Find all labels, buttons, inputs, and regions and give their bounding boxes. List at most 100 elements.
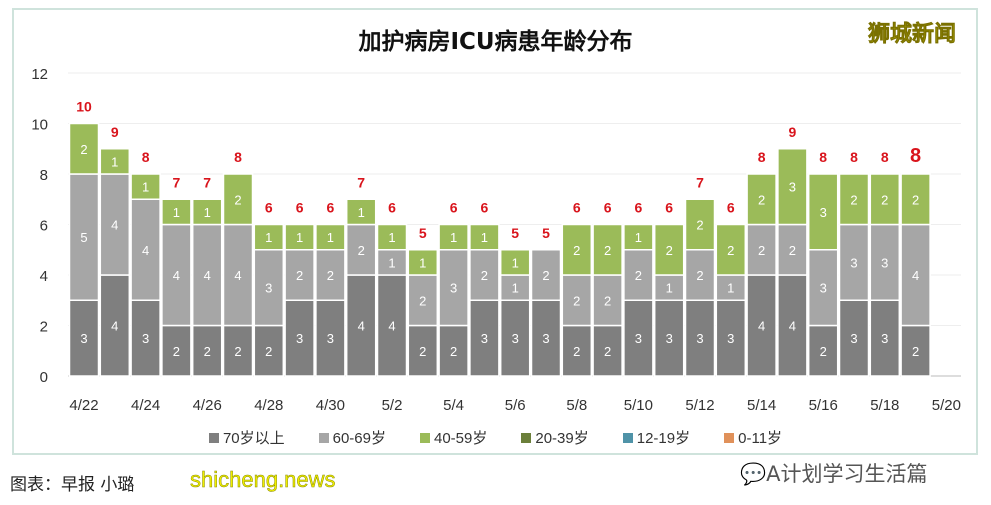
segment-label: 4 — [173, 268, 180, 283]
legend-item: 0-11岁 — [724, 427, 782, 448]
bar-segment — [99, 148, 131, 175]
total-label: 6 — [604, 200, 612, 216]
segment-label: 1 — [635, 230, 642, 245]
total-label: 8 — [881, 149, 889, 165]
segment-label: 3 — [881, 255, 888, 270]
bar-segment — [161, 198, 192, 226]
bar-segment — [99, 274, 131, 377]
bar-segment — [592, 223, 623, 276]
segment-label: 2 — [419, 293, 426, 308]
segment-label: 4 — [358, 319, 365, 334]
legend-swatch — [622, 432, 633, 443]
segment-label: 1 — [296, 230, 303, 245]
bar-segment — [130, 198, 161, 301]
bar-segment — [807, 173, 839, 251]
bar-segment — [684, 249, 716, 301]
segment-label: 2 — [604, 243, 611, 258]
segment-label: 2 — [234, 344, 241, 359]
segment-label: 1 — [327, 230, 334, 245]
segment-label: 2 — [604, 344, 611, 359]
segment-label: 2 — [450, 344, 457, 359]
bar-segment — [376, 223, 408, 251]
bar-segment — [807, 249, 839, 327]
bar-segment — [99, 173, 131, 276]
legend-label: 40-59岁 — [434, 430, 488, 447]
segment-label: 3 — [696, 331, 703, 346]
segment-label: 3 — [789, 180, 796, 195]
segment-label: 3 — [512, 331, 519, 346]
segment-label: 3 — [80, 331, 87, 346]
total-label: 6 — [573, 200, 581, 216]
segment-label: 1 — [265, 230, 272, 245]
legend-swatch — [318, 432, 329, 443]
total-label: 8 — [234, 149, 242, 165]
y-tick-label: 8 — [40, 167, 48, 184]
segment-label: 1 — [388, 230, 395, 245]
total-label: 6 — [450, 200, 458, 216]
bar-segment — [715, 299, 747, 377]
segment-label: 2 — [481, 268, 488, 283]
bar-segment — [530, 299, 562, 377]
x-tick-label: 5/10 — [624, 397, 653, 414]
segment-label: 3 — [327, 331, 334, 346]
segment-label: 2 — [265, 344, 272, 359]
segment-label: 1 — [481, 230, 488, 245]
total-label: 6 — [727, 200, 735, 216]
legend-swatch — [208, 432, 219, 443]
x-tick-label: 5/8 — [566, 397, 587, 414]
bar-segment — [376, 249, 408, 276]
segment-label: 4 — [204, 268, 211, 283]
legend-item: 70岁以上 — [208, 427, 285, 448]
segment-label: 2 — [635, 268, 642, 283]
segment-label: 3 — [820, 281, 827, 296]
legend-swatch — [420, 432, 430, 443]
total-label: 5 — [419, 225, 427, 241]
segment-label: 1 — [450, 230, 457, 245]
segment-label: 1 — [512, 281, 519, 296]
bar-segment — [684, 299, 716, 377]
segment-label: 4 — [789, 319, 796, 334]
bar-segment — [407, 324, 439, 377]
bar-segment — [68, 173, 100, 301]
segment-label: 2 — [573, 243, 580, 258]
legend-item: 12-19岁 — [622, 427, 691, 448]
segment-label: 1 — [512, 255, 519, 270]
bar-segment — [284, 299, 315, 377]
legend-item: 60-69岁 — [318, 427, 386, 448]
wechat-account: 💬A计划学习生活篇 — [740, 462, 928, 486]
bar-segment — [222, 173, 254, 226]
x-tick-label: 4/26 — [193, 397, 222, 414]
segment-label: 2 — [296, 268, 303, 283]
bar-segment — [130, 299, 161, 377]
bar-segment — [900, 324, 931, 377]
segment-label: 3 — [820, 205, 827, 220]
bar-segment — [68, 122, 100, 175]
total-label: 6 — [265, 200, 273, 216]
segment-label: 2 — [912, 192, 919, 207]
bar-segment — [838, 299, 870, 377]
legend-label: 12-19岁 — [636, 430, 691, 447]
segment-label: 3 — [265, 281, 272, 296]
x-tick-label: 4/28 — [254, 397, 283, 414]
segment-label: 1 — [111, 154, 118, 169]
bar-segment — [284, 223, 315, 251]
total-label: 7 — [696, 174, 704, 190]
bar-segment — [900, 173, 931, 226]
legend-swatch — [521, 432, 532, 443]
segment-label: 1 — [727, 281, 734, 296]
segment-label: 1 — [142, 180, 149, 195]
segment-label: 3 — [881, 331, 888, 346]
segment-label: 2 — [604, 293, 611, 308]
segment-label: 2 — [881, 192, 888, 207]
bar-segment — [499, 274, 531, 301]
bar-segment — [715, 223, 747, 276]
bar-segment — [345, 198, 377, 226]
bar-segment — [68, 299, 100, 377]
x-tick-label: 5/16 — [809, 397, 838, 414]
segment-label: 3 — [635, 331, 642, 346]
bar-segment — [253, 223, 285, 251]
segment-label: 1 — [666, 281, 673, 296]
x-tick-label: 5/18 — [870, 397, 899, 414]
segment-label: 2 — [204, 344, 211, 359]
bar-segment — [345, 223, 377, 276]
